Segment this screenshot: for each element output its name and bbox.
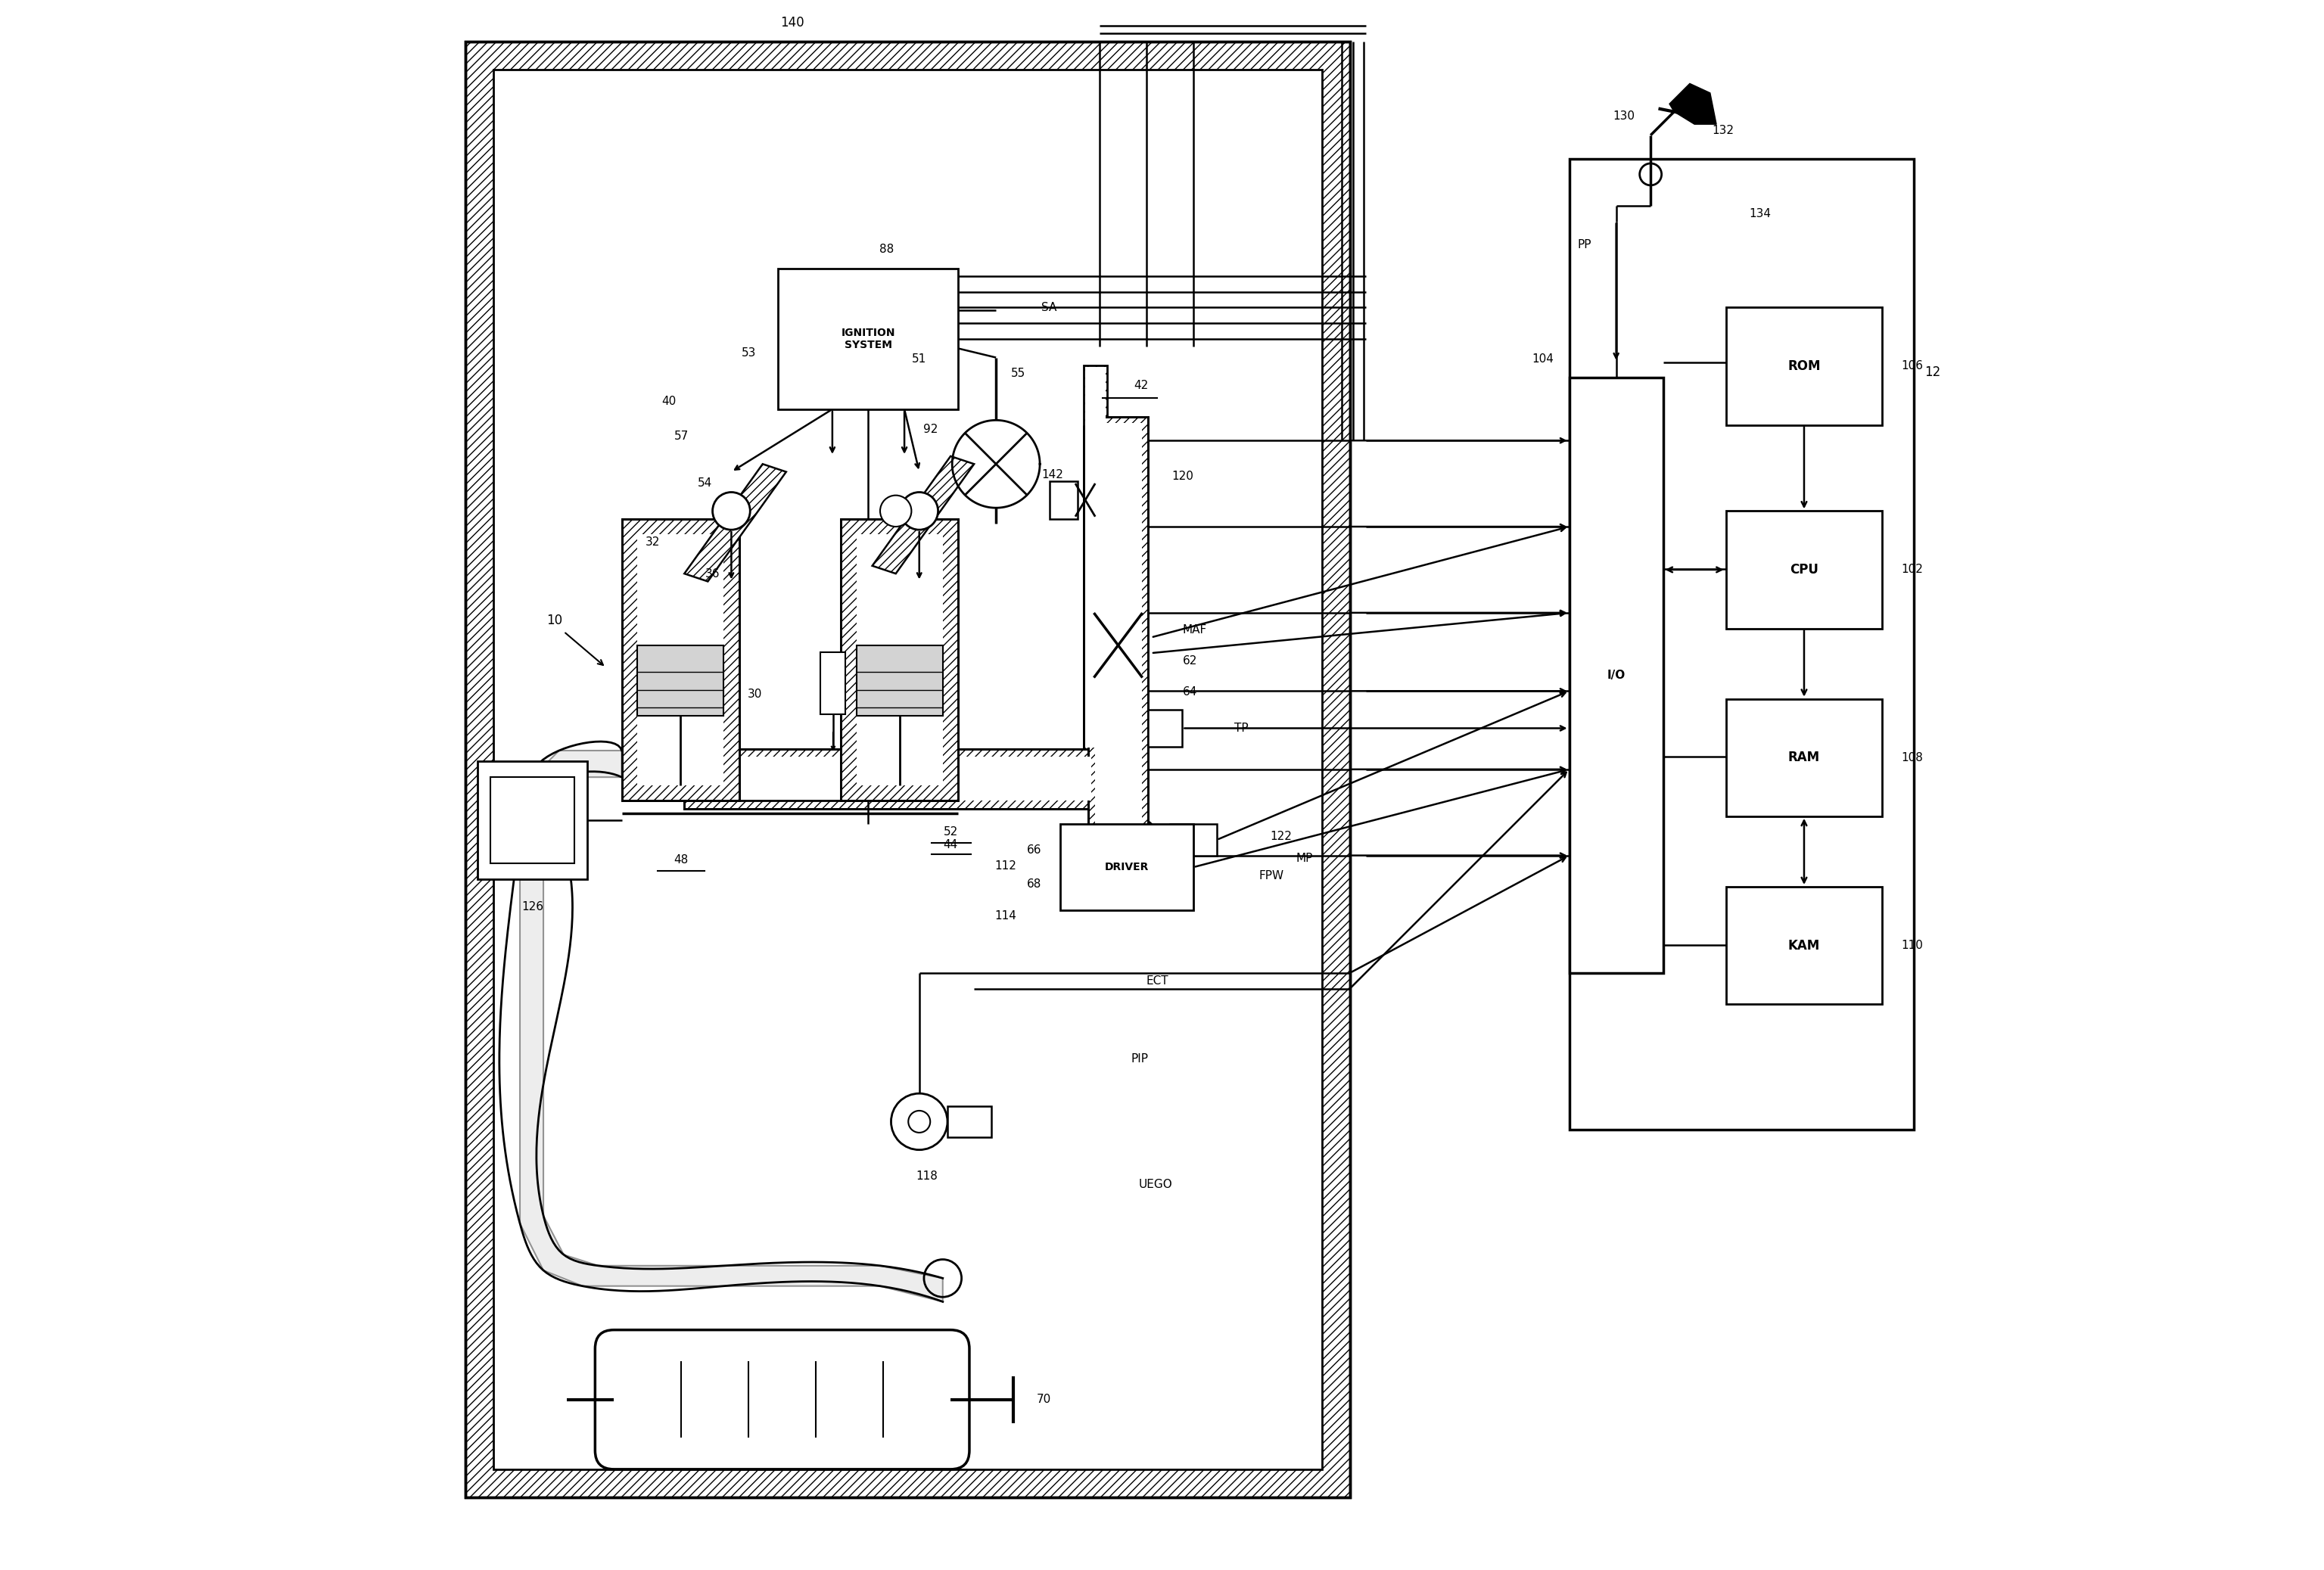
Bar xyxy=(683,749,1099,809)
Text: 142: 142 xyxy=(1041,469,1064,480)
Text: CPU: CPU xyxy=(1789,564,1817,576)
Polygon shape xyxy=(521,750,944,1302)
Text: 42: 42 xyxy=(1134,380,1148,391)
Bar xyxy=(1083,366,1106,749)
Circle shape xyxy=(909,1110,930,1132)
Circle shape xyxy=(713,493,751,529)
Text: 92: 92 xyxy=(923,424,937,435)
Polygon shape xyxy=(872,457,974,573)
Text: 57: 57 xyxy=(674,430,688,441)
Text: UEGO: UEGO xyxy=(1139,1179,1171,1190)
Text: 40: 40 xyxy=(662,396,676,407)
Text: MAF: MAF xyxy=(1183,623,1206,636)
Text: 10: 10 xyxy=(546,614,562,628)
Text: 102: 102 xyxy=(1901,564,1922,575)
Text: 88: 88 xyxy=(878,243,895,256)
Bar xyxy=(1088,418,1148,832)
Bar xyxy=(1569,378,1664,973)
FancyBboxPatch shape xyxy=(595,1330,969,1470)
Text: 120: 120 xyxy=(1171,471,1192,482)
Text: 12: 12 xyxy=(1924,366,1941,378)
Bar xyxy=(637,534,723,785)
Text: 53: 53 xyxy=(741,347,755,358)
Text: 44: 44 xyxy=(944,838,957,851)
Text: 114: 114 xyxy=(995,911,1016,922)
Text: MP: MP xyxy=(1297,853,1313,864)
Text: 54: 54 xyxy=(697,477,711,488)
Bar xyxy=(1727,510,1882,628)
Text: I/O: I/O xyxy=(1606,670,1624,681)
Bar xyxy=(693,757,1092,801)
Text: 36: 36 xyxy=(704,568,720,579)
Bar xyxy=(493,69,1322,1470)
Text: 106: 106 xyxy=(1901,361,1924,372)
Bar xyxy=(465,41,1350,1498)
Bar xyxy=(479,761,588,879)
Bar xyxy=(1060,824,1192,911)
Text: 132: 132 xyxy=(1713,126,1734,137)
Text: DRIVER: DRIVER xyxy=(1104,862,1148,873)
Bar xyxy=(1085,367,1106,747)
Bar xyxy=(948,1105,992,1137)
Text: PIP: PIP xyxy=(1132,1053,1148,1064)
Text: 130: 130 xyxy=(1613,111,1636,122)
Text: 70: 70 xyxy=(1037,1394,1050,1405)
Text: FPW: FPW xyxy=(1260,870,1285,881)
Text: 112: 112 xyxy=(995,860,1016,871)
Bar xyxy=(490,777,574,864)
Circle shape xyxy=(899,493,939,529)
Text: 122: 122 xyxy=(1271,831,1292,843)
Text: 48: 48 xyxy=(674,854,688,865)
Text: 104: 104 xyxy=(1532,353,1552,364)
Text: ROM: ROM xyxy=(1787,360,1820,374)
Text: 66: 66 xyxy=(1027,845,1041,856)
Bar xyxy=(1169,824,1218,856)
Text: 118: 118 xyxy=(916,1171,939,1182)
Bar xyxy=(1048,482,1078,518)
Bar xyxy=(841,518,957,801)
Text: 52: 52 xyxy=(944,826,957,838)
Bar xyxy=(858,645,944,716)
Bar xyxy=(623,518,739,801)
Bar xyxy=(1569,159,1913,1129)
Bar xyxy=(1727,887,1882,1005)
Text: PP: PP xyxy=(1578,239,1592,251)
Bar xyxy=(1148,710,1183,747)
Bar xyxy=(841,518,957,801)
Text: 55: 55 xyxy=(1011,367,1025,378)
Bar xyxy=(1727,308,1882,425)
Text: 108: 108 xyxy=(1901,752,1922,763)
Bar xyxy=(820,652,846,714)
Circle shape xyxy=(881,495,911,526)
Text: 62: 62 xyxy=(1183,655,1197,667)
Bar xyxy=(858,534,944,785)
Bar xyxy=(623,518,739,801)
Text: RAM: RAM xyxy=(1787,750,1820,765)
Bar xyxy=(637,645,723,716)
Bar xyxy=(1727,699,1882,816)
Bar xyxy=(465,41,1350,1498)
Text: 110: 110 xyxy=(1901,940,1922,951)
Text: 140: 140 xyxy=(781,16,804,30)
Text: 30: 30 xyxy=(748,689,762,700)
Polygon shape xyxy=(1669,83,1717,124)
Bar xyxy=(779,268,957,410)
Text: TP: TP xyxy=(1234,722,1248,733)
Text: 51: 51 xyxy=(911,353,927,364)
Text: ECT: ECT xyxy=(1146,975,1169,986)
Bar xyxy=(1095,424,1141,826)
Polygon shape xyxy=(683,465,786,581)
Bar xyxy=(683,749,1099,809)
Text: 68: 68 xyxy=(1027,879,1041,890)
Bar xyxy=(1088,418,1148,832)
Text: SA: SA xyxy=(1041,301,1057,312)
Text: 126: 126 xyxy=(521,901,544,912)
Text: KAM: KAM xyxy=(1787,939,1820,953)
Text: 134: 134 xyxy=(1750,207,1771,220)
Text: IGNITION
SYSTEM: IGNITION SYSTEM xyxy=(841,327,895,350)
Text: 64: 64 xyxy=(1183,686,1197,699)
Text: 32: 32 xyxy=(646,537,660,548)
